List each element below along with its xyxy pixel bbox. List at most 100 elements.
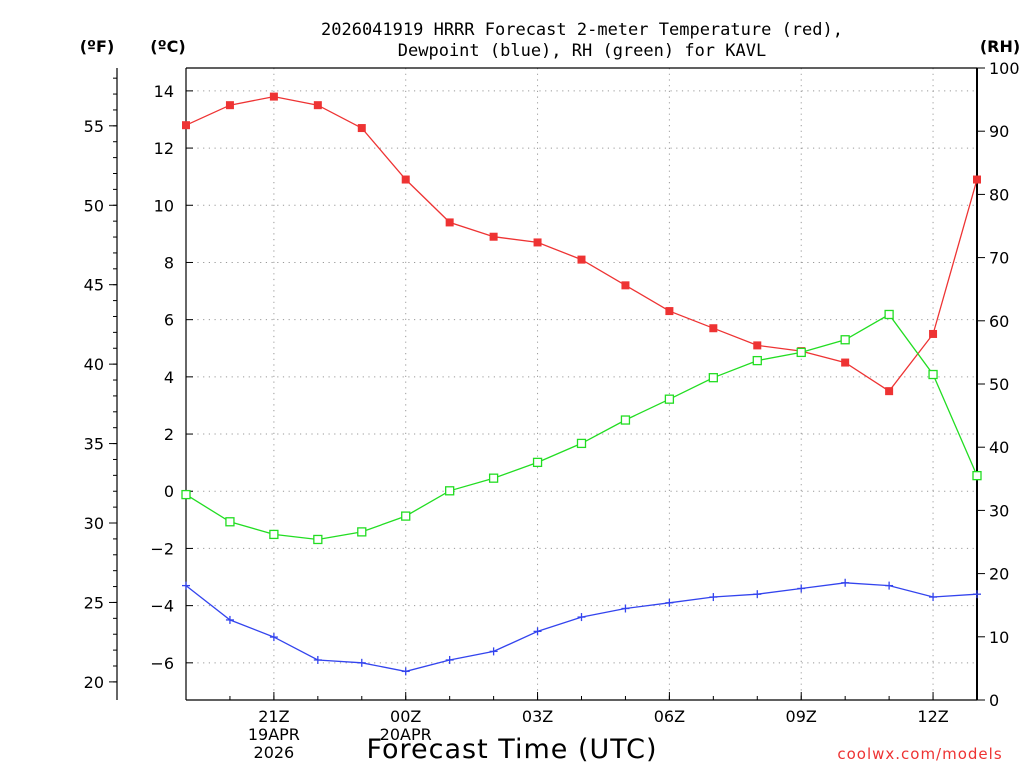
rh-point bbox=[884, 309, 894, 320]
celsius-tick-label: 14 bbox=[154, 82, 174, 101]
dewpoint-point bbox=[973, 590, 981, 599]
fahrenheit-tick-label: 20 bbox=[84, 673, 104, 692]
temperature-point bbox=[357, 124, 366, 133]
rh-tick-label: 30 bbox=[989, 501, 1009, 520]
rh-point bbox=[972, 470, 982, 481]
celsius-tick-label: 8 bbox=[164, 253, 174, 272]
rh-point bbox=[225, 517, 235, 527]
dewpoint-point bbox=[445, 655, 454, 664]
dewpoint-point bbox=[753, 590, 762, 599]
celsius-tick-label: 12 bbox=[154, 139, 174, 158]
celsius-unit-label: (ºC) bbox=[150, 37, 185, 56]
rh-tick-label: 60 bbox=[989, 312, 1009, 331]
temperature-point bbox=[313, 101, 322, 110]
dewpoint-point bbox=[182, 581, 190, 590]
temperature-point bbox=[841, 358, 850, 367]
dewpoint-point bbox=[841, 578, 850, 587]
temperature-point bbox=[489, 232, 498, 241]
rh-tick-label: 90 bbox=[989, 122, 1009, 141]
watermark: coolwx.com/models bbox=[837, 745, 1002, 763]
dewpoint-point bbox=[885, 581, 894, 590]
dewpoint-point bbox=[533, 627, 542, 636]
x-tick-date-label: 20APR bbox=[380, 725, 432, 744]
celsius-tick-label: 10 bbox=[154, 196, 174, 215]
rh-tick-label: 10 bbox=[989, 628, 1009, 647]
celsius-tick-label: 6 bbox=[164, 311, 174, 330]
dewpoint-point bbox=[929, 593, 938, 602]
dewpoint-point bbox=[621, 604, 630, 613]
temperature-point bbox=[401, 175, 410, 184]
x-tick-label: 21Z bbox=[258, 707, 289, 726]
rh-point bbox=[796, 347, 806, 358]
rh-point bbox=[357, 527, 367, 537]
rh-point bbox=[532, 457, 543, 468]
rh-tick-label: 50 bbox=[989, 375, 1009, 394]
celsius-tick-label: 2 bbox=[164, 425, 174, 444]
rh-tick-label: 0 bbox=[989, 691, 999, 710]
rh-point bbox=[445, 486, 455, 496]
temperature-point bbox=[885, 387, 894, 396]
temperature-point bbox=[929, 329, 938, 338]
x-tick-label: 12Z bbox=[917, 707, 948, 726]
celsius-tick-label: −2 bbox=[150, 539, 174, 558]
temperature-point bbox=[709, 324, 718, 333]
rh-unit-label: (RH) bbox=[980, 37, 1020, 56]
dewpoint-point bbox=[665, 598, 674, 607]
temperature-point bbox=[577, 255, 586, 264]
rh-tick-label: 40 bbox=[989, 438, 1009, 457]
fahrenheit-tick-label: 50 bbox=[84, 196, 104, 215]
dewpoint-point bbox=[357, 658, 366, 667]
rh-point bbox=[488, 473, 499, 483]
x-tick-label: 09Z bbox=[786, 707, 817, 726]
rh-point bbox=[269, 529, 279, 540]
rh-tick-label: 100 bbox=[989, 59, 1020, 78]
temperature-point bbox=[621, 281, 630, 290]
celsius-tick-label: 0 bbox=[164, 482, 174, 501]
celsius-tick-label: 4 bbox=[164, 368, 174, 387]
temperature-point bbox=[665, 307, 674, 316]
fahrenheit-tick-label: 30 bbox=[84, 514, 104, 533]
dewpoint-point bbox=[401, 667, 410, 676]
x-tick-date-label: 19APR bbox=[248, 725, 300, 744]
temperature-point bbox=[225, 101, 234, 110]
rh-point bbox=[752, 355, 762, 366]
fahrenheit-tick-label: 25 bbox=[84, 593, 104, 612]
fahrenheit-tick-label: 45 bbox=[84, 276, 104, 295]
rh-point bbox=[928, 369, 938, 380]
x-tick-label: 03Z bbox=[522, 707, 553, 726]
x-axis-label: Forecast Time (UTC) bbox=[366, 734, 657, 765]
celsius-tick-label: −4 bbox=[150, 597, 174, 616]
rh-point bbox=[313, 534, 323, 545]
x-tick-year-label: 2026 bbox=[254, 743, 295, 762]
rh-point bbox=[664, 394, 675, 404]
temperature-point bbox=[533, 238, 542, 247]
dewpoint-point bbox=[489, 647, 498, 656]
rh-point bbox=[620, 415, 631, 425]
fahrenheit-tick-label: 55 bbox=[84, 117, 104, 136]
dewpoint-point bbox=[577, 613, 586, 622]
chart-title-line2: Dewpoint (blue), RH (green) for KAVL bbox=[398, 41, 766, 61]
temperature-point bbox=[753, 341, 762, 350]
celsius-tick-label: −6 bbox=[150, 654, 174, 673]
rh-tick-label: 80 bbox=[989, 185, 1009, 204]
chart-title-line1: 2026041919 HRRR Forecast 2-meter Tempera… bbox=[321, 20, 843, 40]
dewpoint-point bbox=[269, 633, 278, 642]
rh-point bbox=[576, 438, 587, 449]
dewpoint-point bbox=[225, 615, 234, 624]
x-tick-label: 00Z bbox=[390, 707, 421, 726]
rh-point bbox=[181, 489, 191, 500]
dewpoint-point bbox=[313, 655, 322, 664]
dewpoint-point bbox=[797, 584, 806, 593]
rh-point bbox=[401, 511, 411, 521]
rh-tick-label: 70 bbox=[989, 249, 1009, 268]
temperature-point bbox=[269, 92, 278, 101]
dewpoint-point bbox=[709, 593, 718, 602]
temperature-point bbox=[973, 175, 981, 184]
rh-point bbox=[708, 373, 718, 383]
fahrenheit-unit-label: (ºF) bbox=[80, 37, 115, 56]
rh-point bbox=[840, 335, 850, 345]
temperature-point bbox=[182, 121, 190, 130]
fahrenheit-tick-label: 35 bbox=[84, 435, 104, 454]
